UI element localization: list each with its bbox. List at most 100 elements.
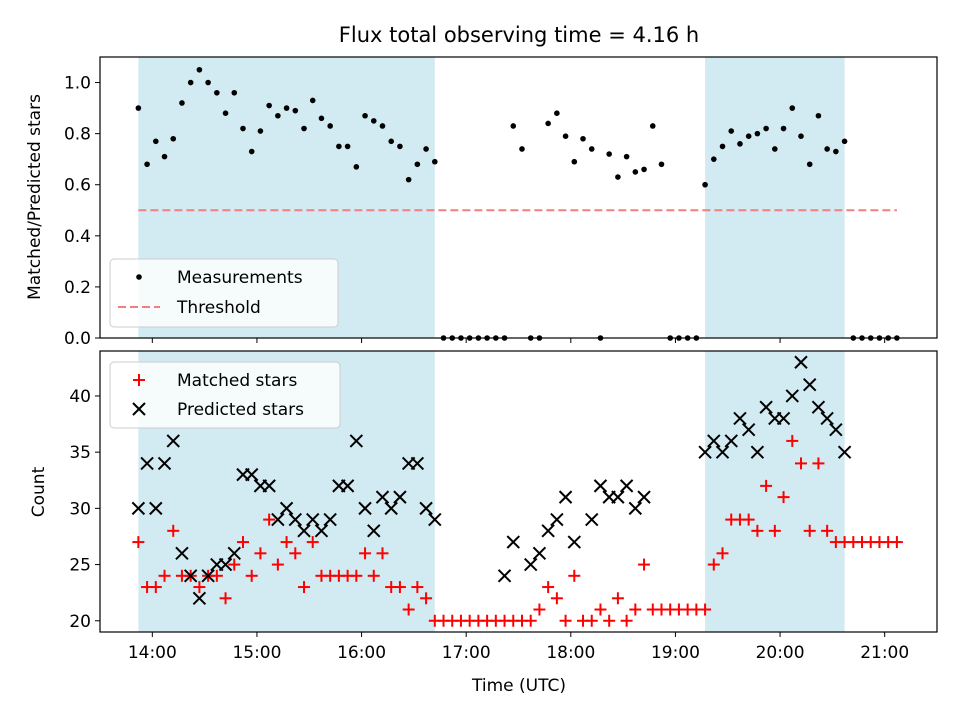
chart-title: Flux total observing time = 4.16 h	[339, 23, 699, 47]
predicted-star-point	[192, 591, 207, 605]
predicted-star-point	[367, 524, 381, 538]
predicted-star-point	[175, 546, 189, 561]
measurement-point	[205, 79, 211, 86]
predicted-star-point	[820, 411, 834, 426]
legend-threshold-label: Threshold	[176, 298, 261, 318]
matched-star-point	[760, 479, 773, 492]
matched-star-point	[193, 581, 206, 594]
measurement-point	[510, 123, 517, 129]
measurement-point	[571, 158, 578, 165]
top-y-tick-label: 0.2	[64, 278, 91, 298]
measurement-point	[301, 125, 307, 132]
predicted-star-point	[279, 501, 294, 516]
measurement-point	[231, 89, 238, 96]
measurement-point	[179, 100, 185, 106]
matched-star-point	[149, 581, 162, 594]
predicted-star-point	[271, 512, 285, 527]
matched-star-point	[707, 558, 720, 571]
measurement-point	[833, 148, 839, 155]
matched-star-point	[280, 536, 293, 549]
measurement-point	[423, 146, 429, 152]
matched-star-point	[550, 592, 563, 605]
measurement-point	[780, 125, 787, 132]
x-tick-label: 21:00	[860, 643, 909, 663]
matched-star-point	[742, 513, 755, 526]
matched-star-point	[350, 569, 363, 582]
predicted-star-point	[733, 411, 747, 426]
matched-star-point	[524, 614, 537, 627]
predicted-star-point	[183, 569, 198, 583]
matched-star-point	[821, 524, 834, 537]
predicted-star-point	[837, 445, 852, 459]
matched-star-point	[210, 569, 223, 582]
predicted-star-point	[558, 490, 573, 504]
bottom-shaded-interval-2	[705, 351, 845, 632]
measurement-point	[615, 174, 621, 180]
measurement-point	[728, 128, 735, 134]
measurement-point	[336, 143, 342, 150]
matched-star-point	[620, 614, 633, 627]
predicted-star-point	[131, 501, 146, 516]
predicted-star-point	[715, 445, 730, 459]
measurement-point	[702, 181, 708, 188]
matched-star-point	[716, 547, 729, 560]
measurement-point	[414, 161, 421, 168]
predicted-star-point	[262, 479, 276, 493]
predicted-star-point	[593, 479, 608, 493]
measurement-point	[719, 143, 726, 150]
matched-star-point	[890, 536, 903, 549]
bottom-y-tick-label: 20	[69, 612, 91, 632]
measurement-point	[824, 146, 830, 152]
predicted-star-point	[306, 512, 320, 527]
top-y-tick-label: 0.8	[64, 125, 91, 145]
legend-matched-marker	[133, 374, 145, 386]
measurement-point	[519, 146, 525, 152]
bottom-y-tick-label: 30	[69, 499, 91, 519]
measurement-point	[405, 176, 412, 183]
predicted-star-point	[227, 546, 241, 561]
x-tick-label: 17:00	[442, 643, 491, 663]
matched-star-point	[245, 569, 258, 582]
predicted-star-point	[244, 467, 259, 482]
measurement-point	[397, 143, 403, 150]
matched-star-point	[411, 581, 424, 594]
matched-star-point	[158, 569, 171, 582]
measurement-point	[362, 112, 368, 119]
measurement-point	[641, 166, 647, 173]
x-tick-label: 16:00	[337, 643, 386, 663]
predicted-star-point	[724, 434, 738, 448]
bottom-y-axis-label: Count	[29, 466, 49, 517]
predicted-star-point	[619, 479, 634, 493]
x-tick-label: 18:00	[546, 643, 595, 663]
matched-star-point	[751, 524, 764, 537]
legend-predicted-marker	[132, 402, 146, 416]
measurement-point	[562, 133, 569, 139]
measurement-point	[772, 146, 778, 152]
measurement-point	[554, 110, 560, 116]
predicted-star-point	[297, 524, 311, 538]
measurement-point	[196, 66, 203, 73]
matched-star-point	[585, 614, 598, 627]
predicted-star-point	[698, 445, 712, 459]
top-axes-frame	[99, 56, 938, 339]
predicted-star-point	[637, 490, 651, 504]
predicted-star-point	[811, 400, 826, 414]
predicted-star-point	[288, 512, 303, 527]
measurement-point	[266, 102, 272, 109]
predicted-star-point	[550, 512, 564, 527]
measurement-point	[170, 135, 177, 142]
matched-star-point	[254, 547, 267, 560]
predicted-star-point	[741, 422, 756, 437]
matched-star-point	[306, 536, 319, 549]
matched-star-point	[132, 536, 145, 549]
predicted-star-point	[776, 411, 791, 426]
measurement-point	[309, 97, 316, 104]
predicted-star-point	[497, 569, 512, 583]
measurement-point	[649, 123, 656, 129]
predicted-star-point	[375, 490, 390, 504]
x-axis-label: Time (UTC)	[471, 676, 566, 696]
measurement-point	[214, 89, 220, 96]
top-plot-area: 0.0 0.2 0.4 0.6 0.8 1.0	[64, 56, 938, 349]
x-tick-label: 20:00	[756, 643, 805, 663]
matched-star-point	[167, 524, 180, 537]
